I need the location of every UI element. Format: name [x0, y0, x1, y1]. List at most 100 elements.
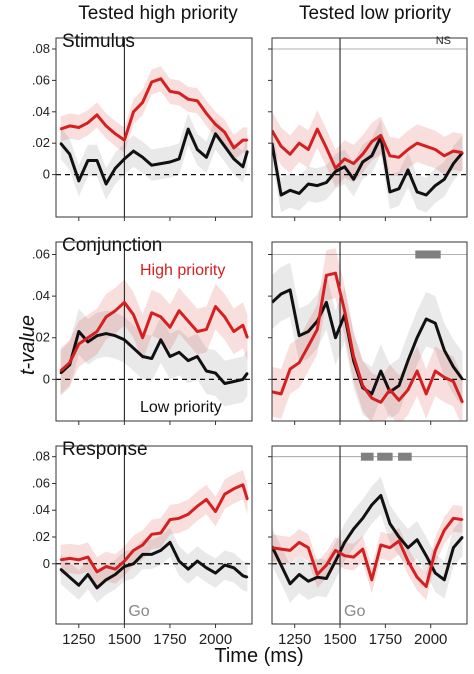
y-tick-label: .06	[32, 246, 50, 261]
data-point	[334, 560, 337, 562]
data-point	[379, 544, 382, 546]
x-tick-label: 1750	[369, 631, 402, 648]
data-point	[150, 311, 153, 314]
data-point	[298, 361, 301, 364]
data-point	[169, 161, 171, 163]
data-point	[178, 560, 181, 562]
go-label: Go	[344, 603, 365, 620]
data-point	[452, 380, 455, 383]
data-point	[325, 564, 328, 566]
data-point	[159, 338, 162, 341]
data-point	[298, 573, 301, 576]
data-point	[59, 128, 62, 131]
data-point	[461, 378, 464, 381]
data-point	[214, 305, 217, 308]
data-point	[87, 336, 89, 339]
data-point	[334, 272, 337, 275]
data-point	[398, 187, 400, 190]
data-point	[443, 376, 446, 379]
data-point	[361, 161, 364, 163]
data-point	[169, 90, 171, 93]
data-point	[280, 293, 282, 295]
data-point	[316, 128, 319, 131]
y-tick-label: .04	[32, 502, 50, 517]
data-point	[370, 578, 373, 581]
data-point	[123, 158, 126, 160]
row-title-response: Response	[62, 439, 148, 460]
x-tick-label: 1250	[62, 631, 95, 648]
data-point	[205, 156, 208, 159]
data-point	[59, 568, 62, 570]
data-point	[407, 546, 409, 549]
data-point	[370, 140, 373, 143]
data-point	[434, 370, 437, 372]
y-tick-label: .06	[32, 72, 50, 87]
data-point	[96, 114, 98, 116]
series-line-high	[60, 77, 248, 150]
panel-plot-area	[56, 242, 252, 421]
data-point	[325, 147, 328, 149]
data-point	[105, 565, 107, 568]
data-point	[178, 351, 181, 354]
data-point	[114, 334, 117, 337]
panel-frame	[55, 241, 253, 422]
data-point	[389, 546, 391, 549]
high-priority-label: High priority	[140, 262, 225, 279]
data-point	[87, 341, 89, 343]
data-point	[77, 180, 80, 182]
data-point	[379, 134, 382, 137]
data-point	[169, 326, 171, 329]
data-point	[280, 145, 282, 148]
data-point	[242, 324, 244, 327]
data-point	[77, 584, 80, 587]
data-point	[232, 566, 235, 569]
data-point	[132, 150, 135, 153]
data-point	[343, 554, 346, 557]
data-point	[242, 139, 244, 142]
data-point	[398, 384, 400, 387]
data-point	[87, 159, 89, 162]
data-point	[214, 132, 217, 135]
data-point	[96, 330, 98, 333]
data-point	[246, 336, 249, 339]
data-point	[105, 578, 107, 581]
low-priority-label: Low priority	[140, 399, 222, 416]
data-point	[316, 184, 319, 187]
data-point	[452, 517, 455, 520]
data-point	[370, 154, 373, 157]
data-point	[223, 564, 226, 566]
data-point	[68, 361, 71, 364]
data-point	[123, 301, 126, 304]
data-point	[77, 126, 80, 129]
data-point	[416, 191, 418, 193]
data-point	[77, 558, 80, 561]
data-point	[389, 522, 391, 525]
data-point	[232, 330, 235, 333]
y-tick-label: .02	[32, 135, 50, 150]
data-point	[169, 541, 171, 544]
data-point	[352, 178, 355, 181]
data-point	[425, 145, 428, 148]
data-point	[443, 178, 446, 181]
data-point	[187, 568, 190, 570]
data-point	[214, 123, 217, 126]
panel-4	[268, 241, 468, 425]
data-point	[443, 578, 446, 581]
data-point	[169, 355, 171, 358]
significance-bar	[360, 452, 374, 461]
panel-plot-area	[272, 242, 467, 421]
panel-frame	[271, 37, 468, 218]
data-point	[434, 572, 437, 574]
data-point	[159, 316, 162, 318]
data-point	[452, 150, 455, 153]
data-point	[461, 151, 464, 154]
data-point	[141, 553, 144, 556]
data-point	[280, 194, 282, 196]
data-point	[298, 192, 301, 195]
data-point	[68, 125, 71, 127]
data-point	[334, 170, 337, 173]
data-point	[242, 378, 244, 381]
series-line-high	[59, 300, 249, 373]
data-point	[114, 568, 117, 570]
